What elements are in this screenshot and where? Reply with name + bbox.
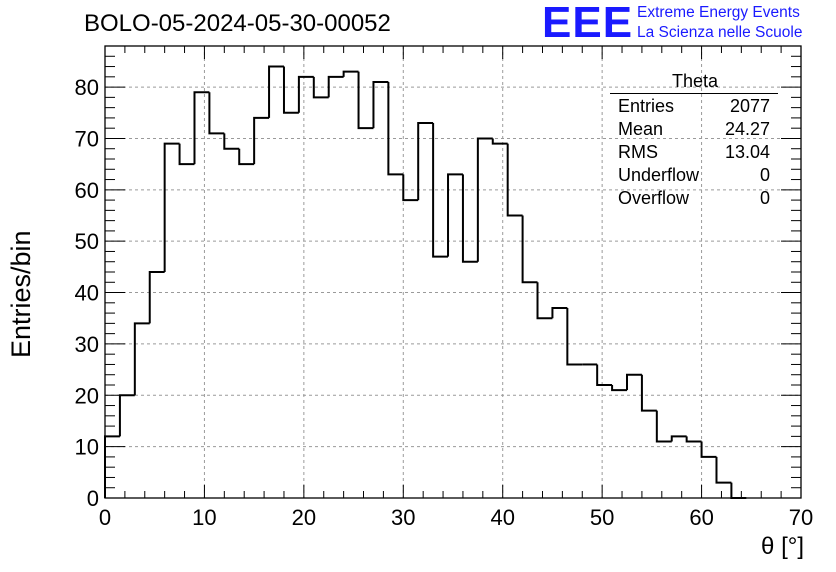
histogram-bin xyxy=(521,215,538,284)
y-tick-label: 40 xyxy=(75,281,99,306)
x-tick-label: 20 xyxy=(292,505,316,530)
histogram-bin xyxy=(670,435,687,442)
stats-row-rms: RMS 13.04 xyxy=(610,141,778,164)
eee-logo: EEE xyxy=(542,0,634,47)
x-tick-label: 0 xyxy=(99,505,111,530)
stats-value: 2077 xyxy=(729,96,770,116)
histogram-bin xyxy=(342,70,359,77)
histogram-bin xyxy=(282,66,299,114)
histogram-bin xyxy=(655,410,672,443)
histogram-bin xyxy=(506,143,523,217)
y-tick-label: 70 xyxy=(75,126,99,151)
histogram-bin xyxy=(133,322,150,396)
x-tick-label: 50 xyxy=(590,505,614,530)
histogram-bin xyxy=(640,374,657,412)
histogram-bin xyxy=(491,138,508,145)
histogram-bin xyxy=(223,133,240,150)
y-tick-label: 20 xyxy=(75,383,99,408)
histogram-bin xyxy=(118,394,135,437)
stats-label: Overflow xyxy=(618,188,690,208)
stats-label: Mean xyxy=(618,119,664,139)
x-tick-label: 40 xyxy=(490,505,514,530)
stats-value: 0 xyxy=(759,188,770,208)
histogram-bin xyxy=(178,143,195,166)
histogram-bin xyxy=(685,436,702,443)
tick-labels: 0 10 20 30 40 50 60 70 0 10 20 30 40 50 60 70 80 xyxy=(75,75,814,530)
histogram-bin xyxy=(536,282,553,320)
stats-value: 24.27 xyxy=(724,119,770,139)
histogram-bin xyxy=(626,373,642,391)
run-title: BOLO-05-2024-05-30-00052 xyxy=(84,10,391,37)
histogram-bin xyxy=(596,364,613,386)
stats-label: Entries xyxy=(618,96,675,116)
histogram-bin xyxy=(208,92,225,135)
stats-divider xyxy=(610,93,778,94)
y-tick-label: 60 xyxy=(75,178,99,203)
y-tick-label: 80 xyxy=(75,75,99,100)
histogram-bin xyxy=(253,116,270,165)
histogram-bin xyxy=(402,174,419,202)
eee-tagline-line1: Extreme Energy Events xyxy=(637,4,800,21)
stats-row-entries: Entries 2077 xyxy=(610,95,778,118)
stats-row-underflow: Underflow 0 xyxy=(610,164,778,187)
eee-tagline: Extreme Energy Events La Scienza nelle S… xyxy=(637,3,802,43)
stats-box: Theta Entries 2077 Mean 24.27 RMS 13.04 … xyxy=(610,70,778,210)
histogram-bin xyxy=(447,173,463,257)
y-axis-label: Entries/bin xyxy=(6,230,36,358)
histogram-bin xyxy=(193,91,210,165)
y-tick-label: 50 xyxy=(75,229,99,254)
axes-frame xyxy=(104,45,802,499)
x-axis-label: θ [°] xyxy=(761,533,804,560)
histogram-bin xyxy=(387,81,404,176)
histogram-bars xyxy=(104,65,747,499)
y-tick-label: 0 xyxy=(87,486,99,511)
histogram-bin xyxy=(715,456,732,484)
histogram-bin xyxy=(417,122,434,201)
stats-label: RMS xyxy=(618,142,658,162)
histogram-bin xyxy=(551,306,568,319)
histogram-bin xyxy=(297,75,314,113)
stats-label: Underflow xyxy=(618,165,700,185)
histogram-bin xyxy=(461,174,478,263)
grid-lines xyxy=(105,46,801,498)
histogram-bin xyxy=(268,65,284,118)
histogram-bin xyxy=(357,71,374,130)
eee-tagline-line2: La Scienza nelle Scuole xyxy=(637,24,803,41)
stats-row-mean: Mean 24.27 xyxy=(610,118,778,141)
x-tick-label: 70 xyxy=(789,505,813,530)
histogram-bin xyxy=(611,385,627,392)
histogram-bin xyxy=(148,271,165,324)
histogram-bin xyxy=(312,76,329,99)
histogram-bin xyxy=(163,142,180,272)
histogram-bin xyxy=(327,75,344,98)
stats-value: 0 xyxy=(759,165,770,185)
stats-title: Theta xyxy=(671,71,719,91)
histogram-bin xyxy=(566,307,583,366)
y-tick-label: 30 xyxy=(75,332,99,357)
histogram-bin xyxy=(730,482,747,499)
stats-value: 13.04 xyxy=(724,142,770,162)
histogram-bin xyxy=(238,148,255,166)
histogram-bin xyxy=(432,123,449,258)
x-tick-label: 60 xyxy=(689,505,713,530)
x-tick-label: 30 xyxy=(391,505,415,530)
stats-row-overflow: Overflow 0 xyxy=(610,187,778,210)
y-tick-label: 10 xyxy=(75,435,99,460)
x-tick-label: 10 xyxy=(192,505,216,530)
histogram-bin xyxy=(372,80,389,129)
histogram-bin xyxy=(700,441,717,458)
histogram-bin xyxy=(476,137,493,262)
